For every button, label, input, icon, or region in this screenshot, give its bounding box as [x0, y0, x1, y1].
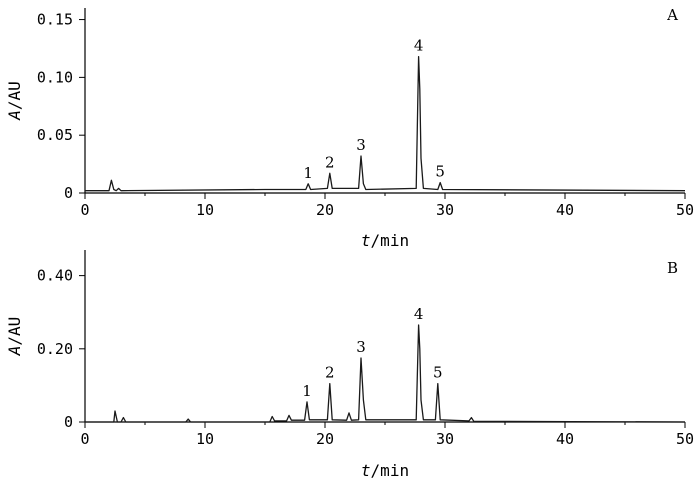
y-tick-label: 0: [64, 184, 73, 202]
y-tick-label: 0.20: [37, 340, 73, 358]
panel-a: 0 10 20 30 40 50 0 0.05 0.10 0.15 A/AU t/min A 12 3 4 5: [5, 6, 694, 250]
y-tick-label: 0.15: [37, 11, 73, 29]
x-tick-label: 0: [80, 201, 89, 219]
x-tick-label: 40: [556, 201, 574, 219]
peak-label-3: 3: [356, 136, 366, 154]
x-tick-label: 10: [196, 430, 214, 448]
peak-label-2: 2: [325, 153, 335, 171]
peak-label-4: 4: [414, 37, 424, 55]
peak-label-4: 4: [414, 305, 424, 323]
y-tick-label: 0.40: [37, 267, 73, 285]
y-axis-title-unit: /AU: [5, 81, 24, 110]
x-axis-title-symbol: t: [361, 231, 371, 250]
x-tick-label: 50: [676, 430, 694, 448]
y-tick-label: 0.10: [37, 68, 73, 86]
x-axis-title: t/min: [361, 231, 409, 250]
x-tick-label: 20: [316, 430, 334, 448]
x-axis-title-unit: /min: [371, 231, 410, 250]
y-axis-title-symbol: A: [5, 110, 24, 121]
chromatogram-trace: [85, 324, 686, 423]
x-axis-title-symbol: t: [361, 461, 371, 480]
panel-letter: A: [666, 6, 678, 24]
x-tick-label: 0: [80, 430, 89, 448]
peak-label-3: 3: [356, 338, 366, 356]
x-tick-label: 30: [436, 201, 454, 219]
y-axis-title: A/AU: [5, 317, 24, 357]
x-tick-label: 50: [676, 201, 694, 219]
x-tick-label: 40: [556, 430, 574, 448]
y-axis-title: A/AU: [5, 81, 24, 121]
y-tick-label: 0.05: [37, 126, 73, 144]
y-axis-title-unit: /AU: [5, 317, 24, 346]
panel-letter: B: [667, 259, 678, 277]
y-tick-label: 0: [64, 413, 73, 431]
peak-label-2: 2: [325, 364, 335, 382]
x-axis-title: t/min: [361, 461, 409, 480]
panel-b: 0 10 20 30 40 50 0 0.20 0.40 A/AU t/min B 12 3 4 5: [5, 250, 694, 480]
peak-label-1: 1: [302, 382, 312, 400]
peak-label-1: 1: [303, 164, 313, 182]
peak-label-5: 5: [433, 364, 443, 382]
x-tick-label: 20: [316, 201, 334, 219]
peak-label-5: 5: [435, 163, 445, 181]
chromatogram-trace: [85, 55, 686, 192]
y-axis-title-symbol: A: [5, 346, 24, 357]
x-axis-title-unit: /min: [371, 461, 410, 480]
x-tick-label: 30: [436, 430, 454, 448]
x-tick-label: 10: [196, 201, 214, 219]
